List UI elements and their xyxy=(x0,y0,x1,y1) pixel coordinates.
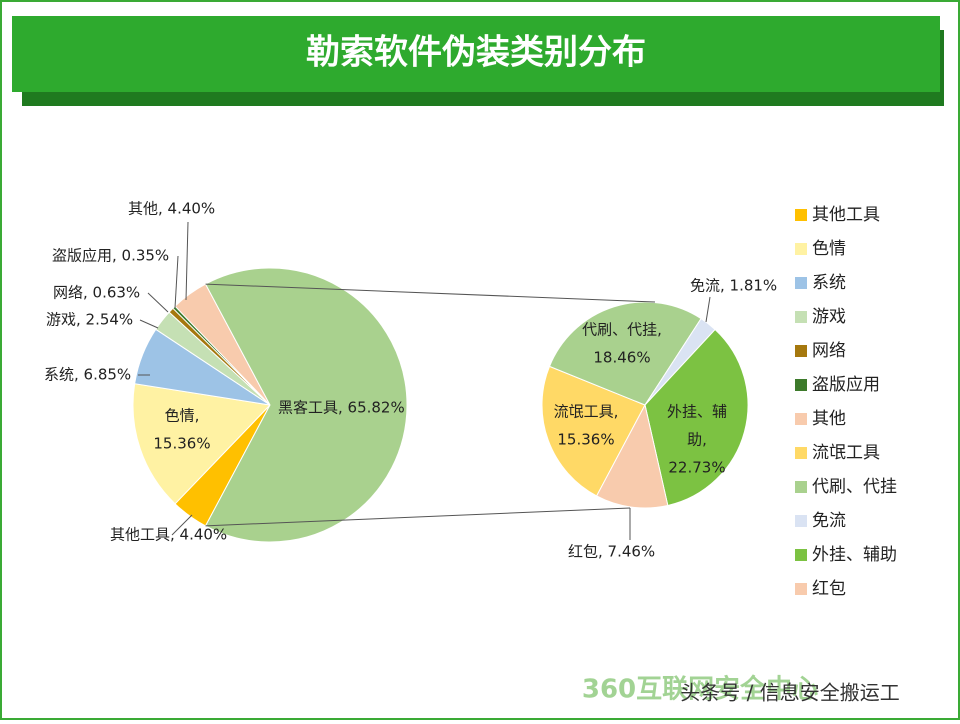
data-label: 18.46% xyxy=(593,349,650,367)
data-label: 游戏, 2.54% xyxy=(46,311,133,329)
data-label: 代刷、代挂, xyxy=(582,321,662,339)
legend-swatch xyxy=(795,481,807,493)
pie-slice xyxy=(132,383,272,505)
leader-line xyxy=(705,296,711,323)
watermark-source: 头条号 / 信息安全搬运工 xyxy=(680,681,899,705)
pie-slice xyxy=(595,403,669,509)
data-label: 色情, xyxy=(165,407,200,425)
legend-label: 流氓工具 xyxy=(812,443,880,463)
leader-line xyxy=(174,255,179,309)
data-label: 系统, 6.85% xyxy=(44,366,131,384)
legend-label: 免流 xyxy=(812,511,846,531)
data-label: 外挂、辅 xyxy=(667,403,727,421)
legend-label: 代刷、代挂 xyxy=(812,477,897,497)
data-label: 15.36% xyxy=(153,435,210,453)
data-label: 22.73% xyxy=(668,459,725,477)
watermark-logo: 360互联网安全中心 xyxy=(582,674,818,705)
data-label: 黑客工具, 65.82% xyxy=(278,399,405,417)
legend-swatch xyxy=(795,345,807,357)
pie-slice xyxy=(541,365,646,497)
data-label: 网络, 0.63% xyxy=(53,284,140,302)
legend-swatch xyxy=(795,549,807,561)
legend-label: 系统 xyxy=(812,273,846,293)
legend-swatch xyxy=(795,277,807,289)
legend-swatch xyxy=(795,379,807,391)
legend-swatch xyxy=(795,209,807,221)
legend-swatch xyxy=(795,413,807,425)
pie-slice xyxy=(548,301,702,406)
leader-line xyxy=(139,319,159,329)
legend-label: 外挂、辅助 xyxy=(812,545,897,565)
legend-label: 网络 xyxy=(812,341,846,361)
legend-label: 其他 xyxy=(812,409,846,429)
pie-slice xyxy=(204,267,408,543)
leader-line xyxy=(171,514,193,536)
leader-line xyxy=(185,221,189,301)
data-label: 免流, 1.81% xyxy=(690,277,777,295)
data-label: 助, xyxy=(687,431,707,449)
data-label: 流氓工具, xyxy=(554,403,619,421)
connector xyxy=(205,507,631,527)
legend-label: 红包 xyxy=(812,579,846,599)
legend-swatch xyxy=(795,515,807,527)
legend-label: 其他工具 xyxy=(812,205,880,225)
legend-swatch xyxy=(795,583,807,595)
title: 勒索软件伪装类别分布 xyxy=(306,33,646,73)
pie-slice xyxy=(644,328,749,507)
connector xyxy=(205,283,656,303)
legend-label: 色情 xyxy=(812,239,846,259)
legend-label: 游戏 xyxy=(812,307,846,327)
legend-swatch xyxy=(795,447,807,459)
leader-line xyxy=(147,292,169,313)
title-banner xyxy=(12,16,940,92)
data-label: 盗版应用, 0.35% xyxy=(52,247,169,265)
data-label: 其他工具, 4.40% xyxy=(110,526,227,544)
legend-swatch xyxy=(795,311,807,323)
data-label: 其他, 4.40% xyxy=(128,200,215,218)
data-label: 红包, 7.46% xyxy=(568,543,655,561)
data-label: 15.36% xyxy=(557,431,614,449)
legend-label: 盗版应用 xyxy=(812,375,880,395)
legend-swatch xyxy=(795,243,807,255)
